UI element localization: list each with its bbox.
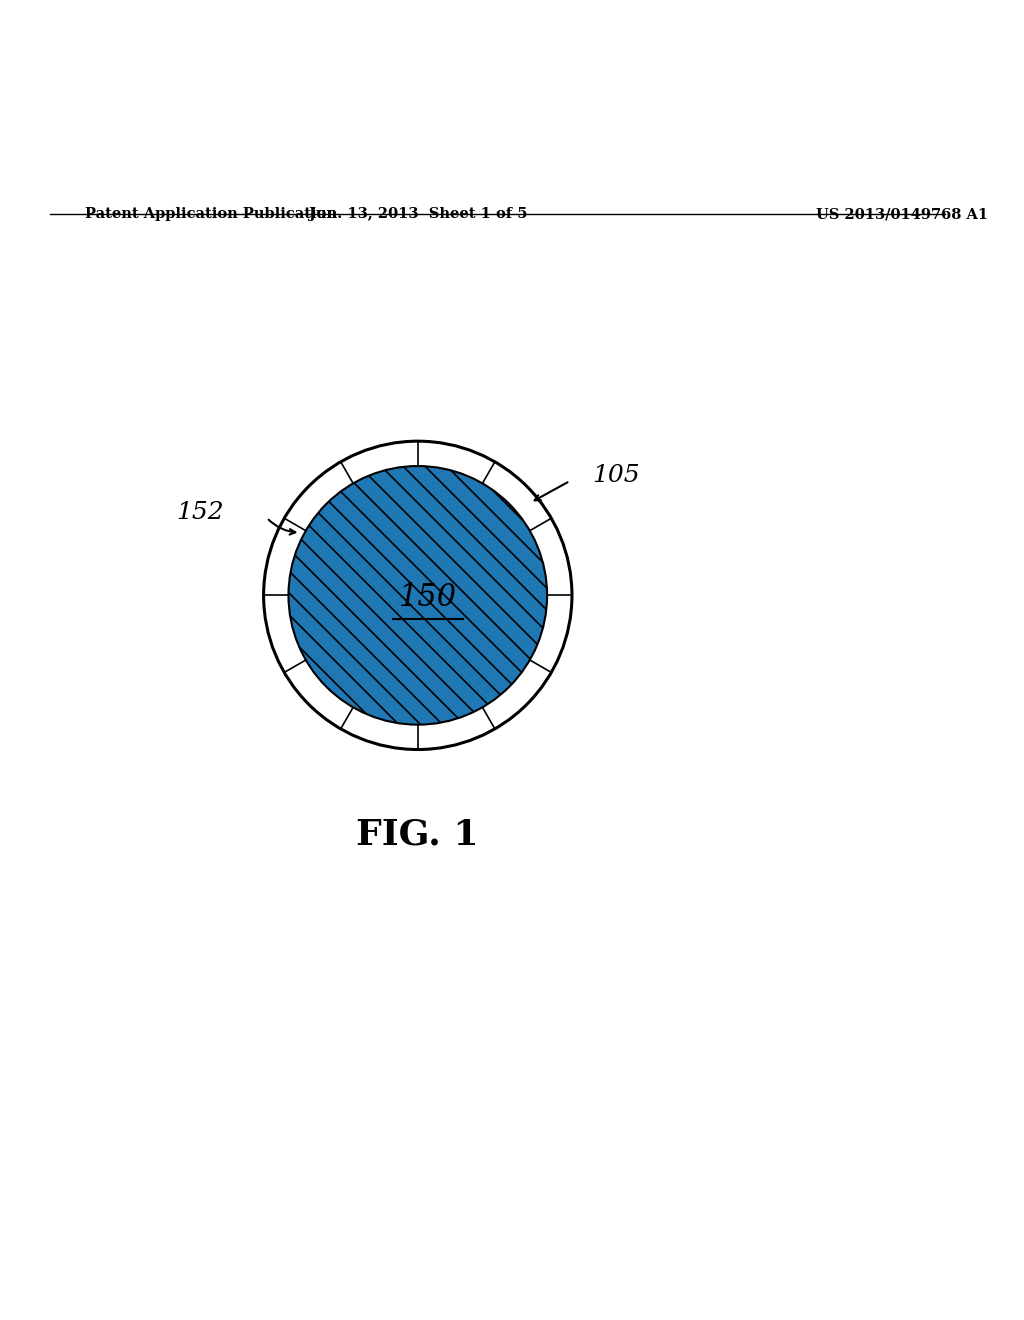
Text: 150: 150: [398, 582, 457, 612]
Text: US 2013/0149768 A1: US 2013/0149768 A1: [816, 207, 988, 222]
Text: Patent Application Publication: Patent Application Publication: [85, 207, 337, 222]
Text: 105: 105: [592, 465, 639, 487]
Text: Jun. 13, 2013  Sheet 1 of 5: Jun. 13, 2013 Sheet 1 of 5: [308, 207, 527, 222]
Circle shape: [289, 466, 547, 725]
Text: 152: 152: [176, 502, 224, 524]
Text: FIG. 1: FIG. 1: [356, 817, 479, 851]
